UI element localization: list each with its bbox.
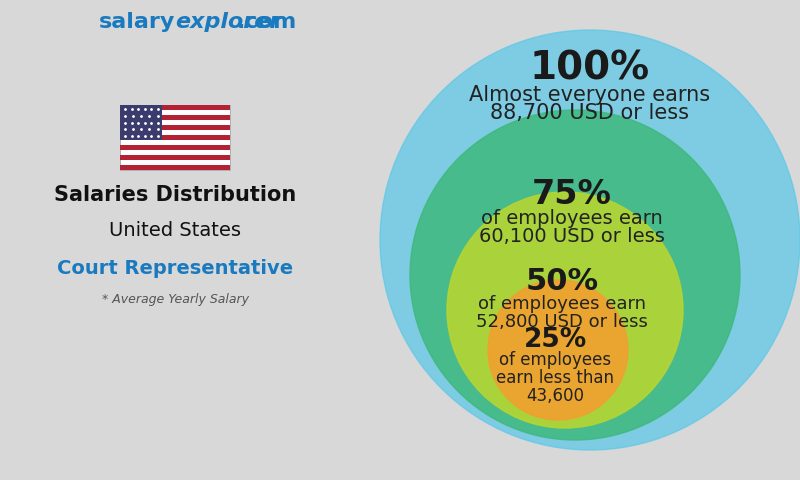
Circle shape	[410, 110, 740, 440]
Text: of employees earn: of employees earn	[481, 209, 663, 228]
Text: 50%: 50%	[526, 267, 598, 297]
Text: 75%: 75%	[532, 179, 612, 212]
Text: of employees earn: of employees earn	[478, 295, 646, 313]
Circle shape	[488, 280, 628, 420]
Bar	[120, 155, 230, 160]
Text: Almost everyone earns: Almost everyone earns	[470, 85, 710, 105]
Bar	[120, 125, 230, 130]
Bar	[120, 105, 230, 170]
Text: salary: salary	[98, 12, 175, 32]
Text: earn less than: earn less than	[496, 370, 614, 387]
Text: 25%: 25%	[523, 327, 586, 353]
Text: 88,700 USD or less: 88,700 USD or less	[490, 103, 690, 123]
Text: 43,600: 43,600	[526, 387, 584, 406]
Text: explorer: explorer	[175, 12, 280, 32]
Text: Court Representative: Court Representative	[57, 259, 293, 277]
Text: 52,800 USD or less: 52,800 USD or less	[476, 313, 648, 331]
Text: * Average Yearly Salary: * Average Yearly Salary	[102, 293, 249, 307]
Bar	[120, 105, 162, 140]
Bar	[120, 135, 230, 140]
Bar	[120, 165, 230, 170]
Text: United States: United States	[109, 220, 241, 240]
Text: 100%: 100%	[530, 49, 650, 87]
Text: 60,100 USD or less: 60,100 USD or less	[479, 228, 665, 246]
Text: Salaries Distribution: Salaries Distribution	[54, 185, 296, 205]
Text: .com: .com	[237, 12, 298, 32]
Circle shape	[380, 30, 800, 450]
Bar	[120, 105, 230, 110]
Bar	[120, 115, 230, 120]
Text: of employees: of employees	[499, 351, 611, 370]
Circle shape	[447, 192, 683, 428]
Bar	[120, 145, 230, 150]
